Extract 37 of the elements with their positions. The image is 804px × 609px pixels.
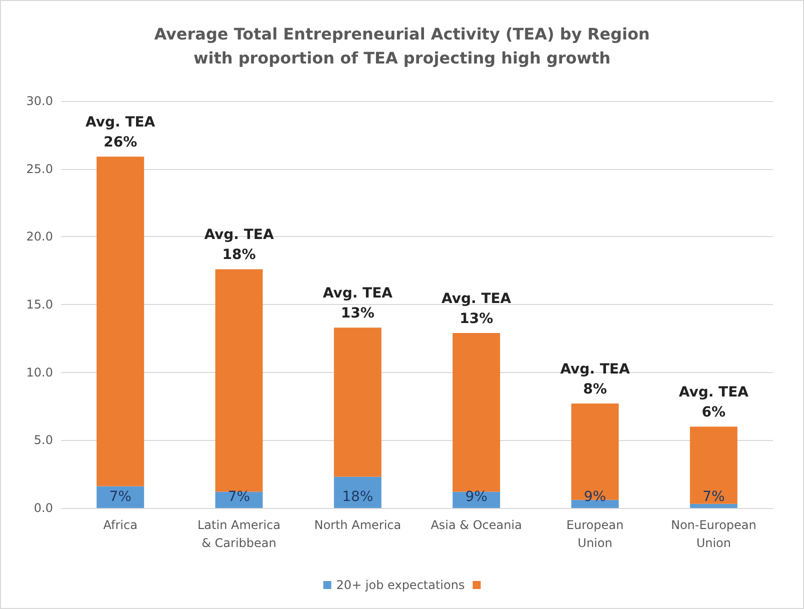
annotation: Avg. TEA 8%	[560, 362, 630, 398]
chart-title: Average Total Entrepreneurial Activity (TEA) by Region with proportion of TEA projecting high growth	[154, 24, 650, 68]
legend-label: 20+ job expectations	[336, 578, 465, 592]
x-tick-label: North America	[314, 518, 402, 532]
x-tick-label: European Union	[566, 518, 624, 550]
bar	[334, 476, 382, 508]
bar	[690, 426, 738, 504]
bar	[571, 404, 619, 500]
x-tick-label: Non-European Union	[670, 518, 756, 550]
annotation: 9%	[465, 489, 488, 505]
annotation: Avg. TEA 13%	[322, 286, 393, 322]
annotation: Avg. TEA 6%	[678, 384, 749, 421]
y-tick-label: 0.0	[34, 501, 53, 515]
annotation: Avg. TEA 26%	[86, 114, 156, 151]
y-tick-label: 5.0	[34, 433, 53, 448]
bar	[96, 486, 144, 508]
annotation: 18%	[342, 489, 374, 505]
bar	[215, 492, 263, 508]
bar	[690, 504, 738, 508]
x-tick-label: Latin America & Caribbean	[198, 518, 280, 550]
y-tick-label: 15.0	[26, 298, 53, 312]
annotation: 7%	[109, 489, 132, 505]
y-tick-label: 25.0	[26, 162, 53, 176]
annotation: Avg. TEA 18%	[204, 227, 274, 264]
y-tick-label: 10.0	[26, 365, 53, 380]
annotation: 7%	[228, 489, 250, 505]
annotation: Avg. TEA 13%	[442, 290, 512, 327]
annotation: 7%	[702, 489, 725, 505]
y-tick-label: 20.0	[26, 230, 53, 244]
x-tick-label: Asia & Oceania	[430, 518, 522, 532]
bar	[96, 156, 144, 486]
y-tick-label: 30.0	[26, 94, 53, 108]
bar	[215, 269, 263, 492]
x-tick-label: Africa	[103, 518, 138, 532]
bar	[334, 328, 382, 477]
bar	[571, 500, 619, 508]
bar	[452, 332, 500, 492]
